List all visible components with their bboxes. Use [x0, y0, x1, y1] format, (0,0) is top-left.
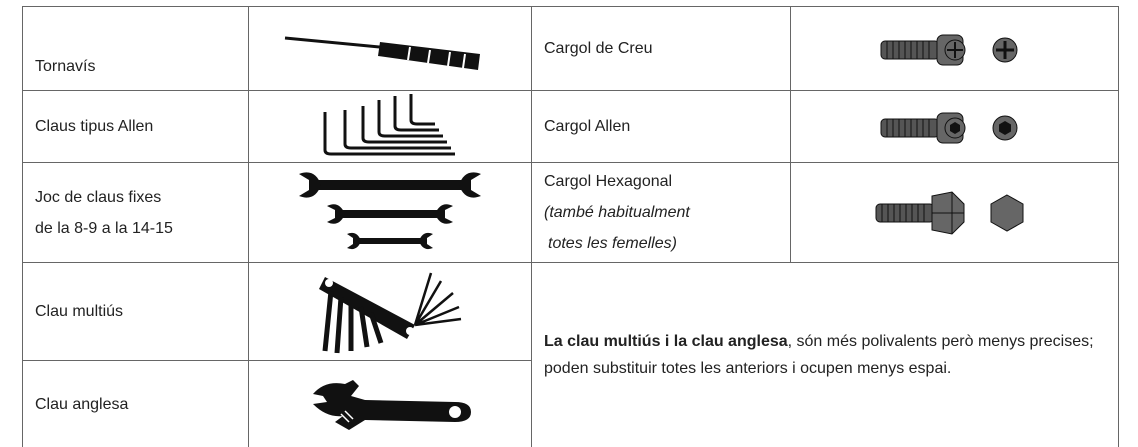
- icon-cell: [248, 162, 532, 263]
- tool-name: Tornavís: [35, 58, 96, 75]
- summary-text: , són més polivalents però menys precise…: [544, 333, 1094, 377]
- tool-cell: Tornavís: [22, 6, 249, 91]
- tool-cell: Clau anglesa: [22, 360, 249, 447]
- screwdriver-icon: [284, 36, 480, 70]
- row: Claus tipus Allen Cargol Allen: [22, 90, 1119, 163]
- tool-cell: Claus tipus Allen: [22, 90, 249, 163]
- phillips-screw-icon: [880, 34, 1017, 65]
- summary-cell: La clau multiús i la clau anglesa, són m…: [531, 262, 1119, 447]
- wrenches-icon: [299, 171, 481, 249]
- part-name: Cargol Hexagonal: [544, 173, 673, 190]
- tool-cell: Clau multiús: [22, 262, 249, 361]
- tool-name: de la 8-9 a la 14-15: [35, 219, 173, 237]
- tool-cell: Joc de claus fixes de la 8-9 a la 14-15: [22, 162, 249, 263]
- tool-name: Joc de claus fixes: [35, 188, 162, 206]
- tool-name: Claus tipus Allen: [35, 118, 154, 135]
- summary-bold: La clau multiús i la clau anglesa: [544, 333, 788, 350]
- adjustable-wrench-icon: [313, 380, 471, 430]
- row: Tornavís Cargol de Creu: [22, 6, 1119, 91]
- icon-cell: [248, 360, 532, 447]
- row: Clau multiús La clau multiús i la clau a…: [22, 262, 1119, 447]
- tool-name: Clau multiús: [35, 303, 124, 320]
- row: Joc de claus fixes de la 8-9 a la 14-15 …: [22, 162, 1119, 263]
- part-cell: Cargol Allen: [531, 90, 791, 163]
- icon-cell: [248, 6, 532, 91]
- part-cell: Cargol de Creu: [531, 6, 791, 91]
- part-name: Cargol Allen: [544, 118, 631, 135]
- multitool-icon: [319, 272, 462, 353]
- allen-screw-icon: [880, 112, 1017, 143]
- tool-name: Clau anglesa: [35, 395, 129, 413]
- icon-cell: [790, 90, 1119, 163]
- part-name: Cargol de Creu: [544, 40, 653, 57]
- tools-table: Tornavís Cargol de Creu Claus tipus Alle…: [22, 6, 1119, 447]
- hex-screw-icon: [875, 190, 1023, 235]
- icon-cell: [790, 6, 1119, 91]
- icon-cell: [248, 90, 532, 163]
- part-note: (també habitualment: [544, 204, 690, 221]
- allen-keys-icon: [323, 93, 455, 155]
- part-note: totes les femelles): [548, 235, 677, 252]
- row: Clau anglesa: [22, 360, 1119, 447]
- icon-cell: [790, 162, 1119, 263]
- icon-cell: [248, 262, 532, 361]
- part-cell: Cargol Hexagonal (també habitualment tot…: [531, 162, 791, 263]
